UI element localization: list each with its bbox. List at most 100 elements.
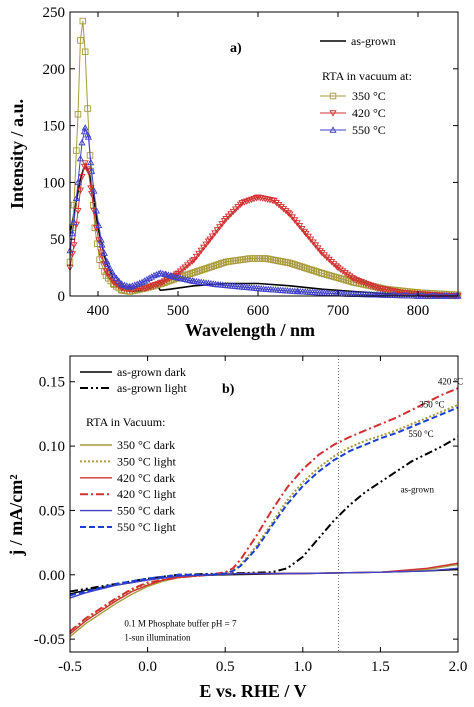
data-point-420-c xyxy=(275,201,283,209)
series-line-420-c-light xyxy=(69,387,459,633)
data-point-420-c xyxy=(200,244,208,252)
panel-a-x-tick-label: 600 xyxy=(247,303,270,319)
data-point-420-c xyxy=(379,286,387,293)
data-point-420-c xyxy=(277,204,285,211)
legend-label-350-c-dark: 350 °C dark xyxy=(117,438,175,452)
data-point-350-c xyxy=(73,147,80,154)
data-point-420-c xyxy=(216,224,224,231)
panel-b-y-tick-label: 0.15 xyxy=(39,375,65,391)
data-point-420-c xyxy=(70,242,78,249)
annotation-1-sun-illumination: 1-sun illumination xyxy=(124,632,191,642)
panel-a-label: a) xyxy=(230,41,242,56)
data-point-550-c xyxy=(110,271,118,279)
data-point-420-c xyxy=(206,236,214,243)
data-point-420-c xyxy=(388,288,396,295)
legend-marker-550-c xyxy=(329,126,337,133)
data-point-420-c xyxy=(78,174,86,181)
data-point-550-c xyxy=(100,249,108,256)
data-point-420-c xyxy=(316,248,324,255)
data-point-420-c xyxy=(74,208,82,215)
data-point-420-c xyxy=(336,266,344,274)
data-point-420-c xyxy=(352,277,360,284)
data-point-420-c xyxy=(213,227,221,234)
annotation-0-1-m-phosphate-buffer-ph-7: 0.1 M Phosphate buffer pH = 7 xyxy=(124,618,237,628)
panel-a-x-tick-label: 500 xyxy=(167,303,190,319)
panel-b-axes: -0.5 0.0 0.5 1.0 1.5 2.0 -0.05 0.00 0.05 0.10 0.15 xyxy=(34,356,467,675)
data-point-550-c xyxy=(128,282,136,289)
panel-a: 400 500 600 700 800 0 50 100 150 200 250 a) Wavele… xyxy=(7,5,462,340)
data-point-550-c xyxy=(98,241,106,248)
data-point-550-c xyxy=(68,229,76,237)
data-point-420-c xyxy=(386,287,394,295)
panel-b-x-tick-label: 1.0 xyxy=(293,659,312,675)
panel-b-y-tick-label: -0.05 xyxy=(34,632,65,648)
legend-label-420-c-dark: 420 °C dark xyxy=(117,471,175,485)
panel-b-series-layer xyxy=(69,387,459,638)
data-point-550-c xyxy=(126,283,134,290)
panel-a-y-tick-label: 150 xyxy=(43,119,66,135)
panel-a-y-tick-label: 50 xyxy=(50,232,65,248)
panel-a-series-layer xyxy=(66,17,462,300)
panel-a-y-tick-label: 250 xyxy=(43,5,66,21)
data-point-420-c xyxy=(76,187,84,195)
data-point-420-c xyxy=(181,264,189,271)
legend-label-as-grown-light: as-grown light xyxy=(117,381,187,395)
panel-b-label: b) xyxy=(222,382,235,397)
series-line-550-c xyxy=(69,126,458,297)
data-point-420-c xyxy=(376,285,384,293)
panel-b-x-axis-title: E vs. RHE / V xyxy=(199,681,306,701)
series-as-grown xyxy=(69,166,459,297)
data-point-420-c xyxy=(393,288,401,296)
data-point-420-c xyxy=(190,256,198,264)
data-point-420-c xyxy=(372,284,380,291)
data-point-420-c xyxy=(222,216,230,223)
data-point-420-c xyxy=(360,279,368,287)
data-point-550-c xyxy=(136,279,144,286)
data-point-550-c xyxy=(87,158,95,166)
data-point-420-c xyxy=(156,280,164,287)
data-point-350-c xyxy=(81,48,89,56)
data-point-420-c xyxy=(95,237,103,244)
data-point-420-c xyxy=(176,268,184,275)
data-point-420-c xyxy=(192,253,200,261)
data-point-350-c xyxy=(74,110,82,118)
series-line-350-c-light xyxy=(69,403,459,634)
legend-label-550-c-dark: 550 °C dark xyxy=(117,504,175,518)
panel-a-frame xyxy=(69,11,459,297)
data-point-420-c xyxy=(234,204,242,211)
data-point-550-c xyxy=(74,178,82,186)
panel-a-y-tick-label: 0 xyxy=(58,289,66,305)
data-point-550-c xyxy=(84,133,92,140)
data-point-350-c xyxy=(79,17,87,25)
data-point-550-c xyxy=(133,280,141,287)
panel-b-y-axis-title: j / mA/cm² xyxy=(6,474,26,556)
data-point-420-c xyxy=(252,195,260,202)
data-point-420-c xyxy=(266,197,274,204)
data-point-420-c xyxy=(184,262,192,269)
data-point-550-c xyxy=(148,273,156,280)
data-point-420-c xyxy=(350,276,358,283)
data-point-550-c xyxy=(112,274,120,281)
data-point-420-c xyxy=(81,160,89,167)
data-point-550-c xyxy=(104,260,112,267)
data-point-550-c xyxy=(95,221,103,229)
data-point-420-c xyxy=(355,278,363,285)
series-line-as-grown xyxy=(69,166,459,297)
data-point-550-c xyxy=(92,207,100,214)
panel-b-y-tick-label: 0.05 xyxy=(39,503,65,519)
legend-label-350-c-light: 350 °C light xyxy=(117,454,176,468)
data-point-350-c xyxy=(77,37,84,44)
data-point-420-c xyxy=(300,228,308,236)
data-point-420-c xyxy=(367,282,375,290)
data-point-420-c xyxy=(186,260,194,267)
data-point-420-c xyxy=(195,250,203,258)
data-point-420-c xyxy=(374,285,382,292)
panel-a-y-tick-label: 100 xyxy=(43,175,66,191)
data-point-420-c xyxy=(396,289,404,296)
panel-b-x-tick-label: 0.5 xyxy=(216,659,235,675)
panel-a-y-axis-title: Intensity / a.u. xyxy=(7,99,27,209)
data-point-420-c xyxy=(208,233,216,240)
data-point-420-c xyxy=(384,287,392,294)
data-point-420-c xyxy=(334,264,342,272)
